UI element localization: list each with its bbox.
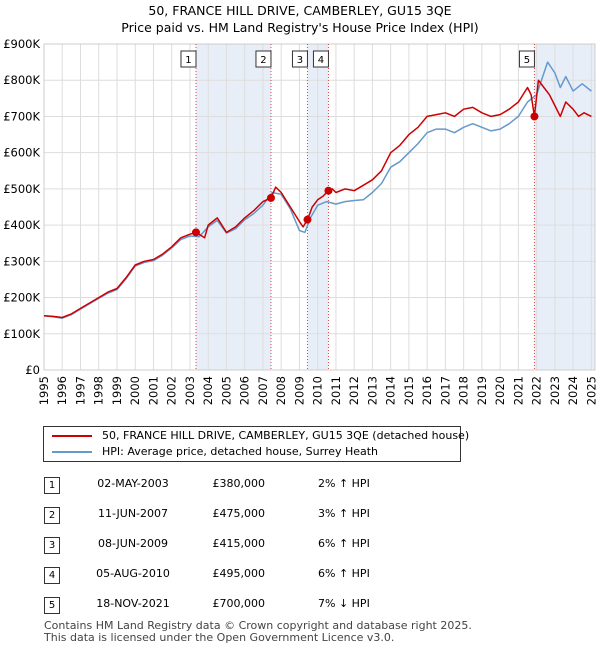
y-tick-label: £400K — [3, 218, 40, 232]
x-tick-label: 2013 — [365, 376, 379, 405]
x-tick-label: 2004 — [201, 376, 215, 405]
sale-date: 11-JUN-2007 — [97, 507, 169, 520]
shaded-period — [195, 44, 271, 370]
x-tick-label: 2015 — [402, 376, 416, 405]
sale-row: 3 08-JUN-2009 £415,000 6% ↑ HPI — [0, 530, 600, 560]
x-tick-label: 2011 — [329, 376, 343, 405]
price-chart: 50, FRANCE HILL DRIVE, CAMBERLEY, GU15 3… — [3, 3, 598, 405]
legend-label-property: 50, FRANCE HILL DRIVE, CAMBERLEY, GU15 3… — [102, 429, 470, 442]
sale-label: 2 — [260, 55, 266, 66]
sale-label-box — [291, 50, 308, 68]
footer-copyright: Contains HM Land Registry data © Crown c… — [44, 619, 472, 632]
sale-label: 4 — [318, 55, 324, 66]
y-tick-label: £200K — [3, 291, 40, 305]
x-tick-label: 2016 — [420, 376, 434, 405]
sale-label: 1 — [185, 55, 191, 66]
x-tick-label: 2012 — [347, 376, 361, 405]
sale-hpi-change: 6% ↑ HPI — [318, 537, 370, 550]
x-tick-label: 2002 — [165, 376, 179, 405]
hpi-line — [43, 61, 592, 319]
x-tick-label: 1998 — [92, 376, 106, 405]
x-tick-label: 2009 — [292, 376, 306, 405]
plot-area-border — [43, 43, 596, 371]
sale-number-badge: 3 — [44, 537, 60, 554]
sale-price: £495,000 — [212, 567, 266, 580]
legend-swatch-property — [52, 435, 92, 437]
sale-number-badge: 1 — [44, 477, 60, 494]
x-tick-label: 2025 — [584, 376, 598, 405]
sale-hpi-change: 3% ↑ HPI — [318, 507, 370, 520]
sale-point — [303, 215, 312, 224]
sale-hpi-change: 7% ↓ HPI — [318, 597, 370, 610]
chart-subtitle: Price paid vs. HM Land Registry's House … — [121, 20, 478, 35]
x-tick-label: 1996 — [55, 376, 69, 405]
x-tick-label: 2022 — [530, 376, 544, 405]
sale-hpi-change: 6% ↑ HPI — [318, 567, 370, 580]
y-tick-label: £800K — [3, 73, 40, 87]
x-tick-label: 2003 — [183, 376, 197, 405]
sale-price: £415,000 — [212, 537, 266, 550]
sale-point — [324, 186, 333, 195]
sale-point — [530, 112, 539, 121]
x-tick-label: 2014 — [384, 376, 398, 405]
sale-point — [191, 228, 200, 237]
sale-date: 05-AUG-2010 — [96, 567, 170, 580]
x-tick-label: 2019 — [475, 376, 489, 405]
sale-row: 2 11-JUN-2007 £475,000 3% ↑ HPI — [0, 500, 600, 530]
sale-label-box — [312, 50, 329, 68]
x-tick-label: 2008 — [274, 376, 288, 405]
x-tick-label: 2005 — [219, 376, 233, 405]
y-tick-label: £300K — [3, 254, 40, 268]
x-tick-label: 2021 — [511, 376, 525, 405]
y-tick-label: £500K — [3, 182, 40, 196]
x-tick-label: 2006 — [238, 376, 252, 405]
y-tick-label: £700K — [3, 109, 40, 123]
x-tick-label: 2001 — [146, 376, 160, 405]
legend-swatch-hpi — [52, 451, 92, 453]
sale-price: £700,000 — [212, 597, 266, 610]
y-tick-label: £600K — [3, 146, 40, 160]
sale-price: £475,000 — [212, 507, 266, 520]
x-tick-label: 1995 — [37, 376, 51, 405]
sale-row: 5 18-NOV-2021 £700,000 7% ↓ HPI — [0, 590, 600, 620]
legend-label-hpi: HPI: Average price, detached house, Surr… — [102, 445, 379, 458]
sale-date: 02-MAY-2003 — [97, 477, 169, 490]
x-tick-label: 2024 — [566, 376, 580, 405]
sale-number-badge: 4 — [44, 567, 60, 584]
sale-price: £380,000 — [212, 477, 266, 490]
x-tick-label: 1997 — [73, 376, 87, 405]
sale-point — [266, 193, 275, 202]
chart-title: 50, FRANCE HILL DRIVE, CAMBERLEY, GU15 3… — [148, 3, 451, 18]
footer: Contains HM Land Registry data © Crown c… — [44, 620, 472, 644]
y-tick-label: £0 — [25, 363, 40, 377]
x-tick-label: 2010 — [311, 376, 325, 405]
x-tick-label: 2020 — [493, 376, 507, 405]
y-tick-label: £900K — [3, 37, 40, 51]
x-tick-label: 2007 — [256, 376, 270, 405]
sale-row: 4 05-AUG-2010 £495,000 6% ↑ HPI — [0, 560, 600, 590]
x-tick-label: 1999 — [110, 376, 124, 405]
sale-label-box — [180, 50, 197, 68]
x-tick-label: 2023 — [548, 376, 562, 405]
sale-number-badge: 5 — [44, 597, 60, 614]
x-tick-label: 2017 — [438, 376, 452, 405]
footer-licence: This data is licensed under the Open Gov… — [44, 631, 395, 644]
y-tick-label: £100K — [3, 327, 40, 341]
sale-number-badge: 2 — [44, 507, 60, 524]
sale-label-box — [518, 50, 535, 68]
sale-hpi-change: 2% ↑ HPI — [318, 477, 370, 490]
shaded-period — [534, 44, 595, 370]
legend: 50, FRANCE HILL DRIVE, CAMBERLEY, GU15 3… — [43, 426, 469, 462]
sale-label: 5 — [524, 55, 530, 66]
sale-row: 1 02-MAY-2003 £380,000 2% ↑ HPI — [0, 470, 600, 500]
sale-label-box — [255, 50, 272, 68]
x-tick-label: 2018 — [457, 376, 471, 405]
sale-date: 08-JUN-2009 — [97, 537, 169, 550]
sale-label: 3 — [297, 55, 303, 66]
x-tick-label: 2000 — [128, 376, 142, 405]
sale-date: 18-NOV-2021 — [96, 597, 170, 610]
